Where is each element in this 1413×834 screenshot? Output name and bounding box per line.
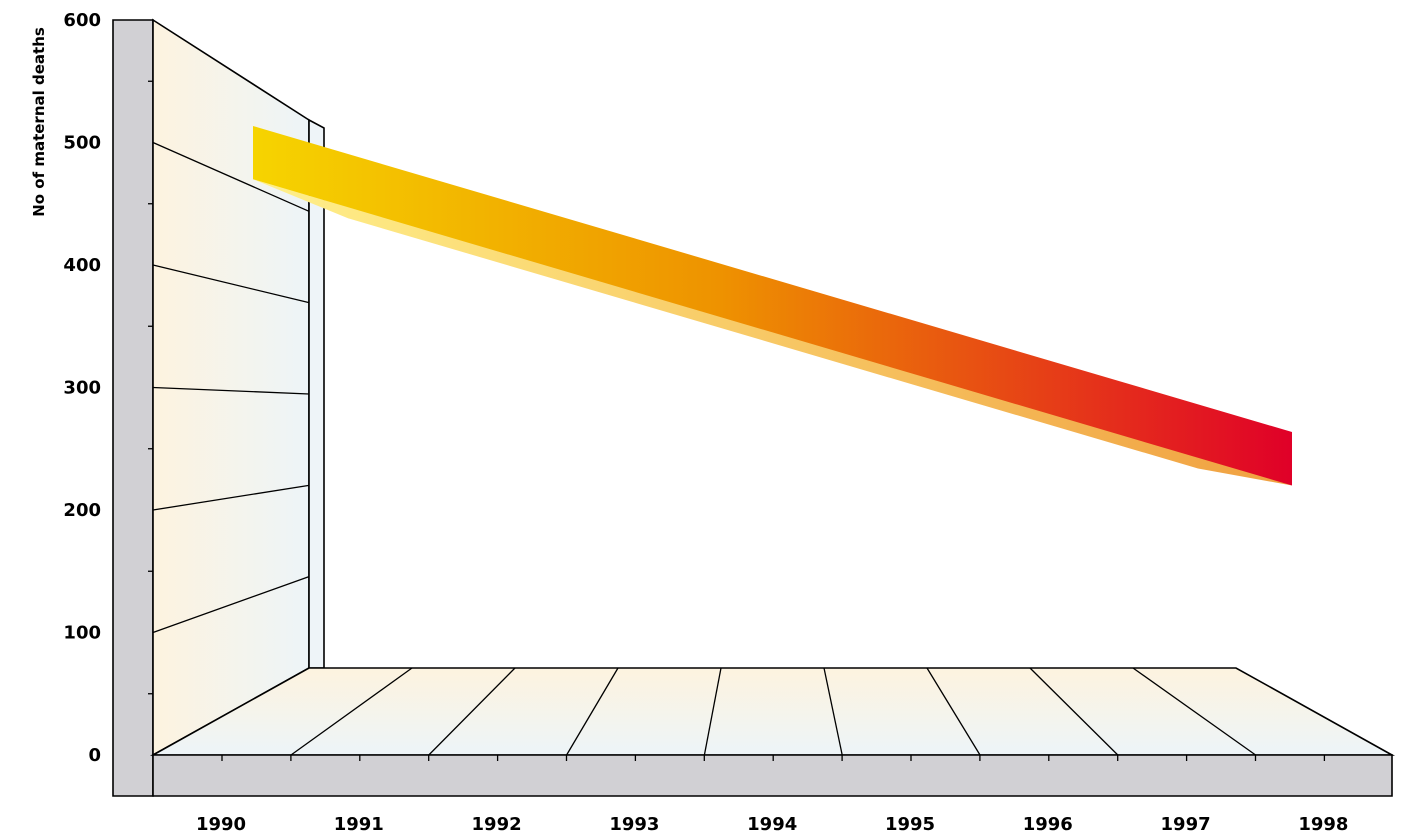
y-axis-tick-labels: 0 100 200 300 400 500 600 [63, 10, 101, 766]
wall-gridlines [152, 141, 310, 634]
y-axis-title: No of maternal deaths [30, 27, 48, 217]
back-wall [152, 18, 310, 757]
floor-gridline [1029, 667, 1119, 756]
floor-gridline [566, 667, 619, 756]
y-tick-label: 0 [88, 745, 101, 766]
x-tick-label: 1991 [334, 814, 384, 834]
wall-gridline [152, 484, 310, 511]
y-axis-ticks [148, 80, 153, 695]
floor-plane [149, 667, 1396, 756]
x-tick-label: 1993 [609, 814, 659, 834]
floor-gridline [1132, 667, 1256, 756]
floor-gridline [290, 667, 413, 756]
wall-gridline [152, 386, 310, 395]
x-tick-label: 1994 [747, 814, 797, 834]
floor-gridline [428, 667, 516, 756]
bottom-floor-slab [152, 754, 1393, 797]
x-tick-label: 1992 [472, 814, 522, 834]
wall-gridline [152, 141, 310, 212]
y-tick-label: 600 [63, 10, 101, 31]
y-tick-label: 400 [63, 255, 101, 276]
floor-gridlines [290, 667, 1256, 756]
y-tick-label: 200 [63, 500, 101, 521]
left-wall-slab [112, 19, 154, 797]
y-tick-label: 100 [63, 623, 101, 644]
x-tick-label: 1990 [196, 814, 246, 834]
data-ribbon [253, 126, 1292, 486]
x-tick-label: 1996 [1023, 814, 1073, 834]
y-tick-label: 300 [63, 378, 101, 399]
wall-gridline [152, 576, 310, 634]
x-axis-ticks [221, 755, 1326, 761]
floor-gridline [926, 667, 981, 756]
x-axis-tick-labels: 1990 1991 1992 1993 1994 1995 1996 1997 1998 [196, 814, 1349, 834]
floor-gridline [703, 667, 722, 756]
x-tick-label: 1998 [1298, 814, 1348, 834]
series-group [253, 126, 1292, 486]
x-tick-label: 1995 [885, 814, 935, 834]
x-tick-label: 1997 [1161, 814, 1211, 834]
wall-gridline [152, 264, 310, 304]
floor-gridline [823, 667, 843, 756]
y-tick-label: 500 [63, 133, 101, 154]
